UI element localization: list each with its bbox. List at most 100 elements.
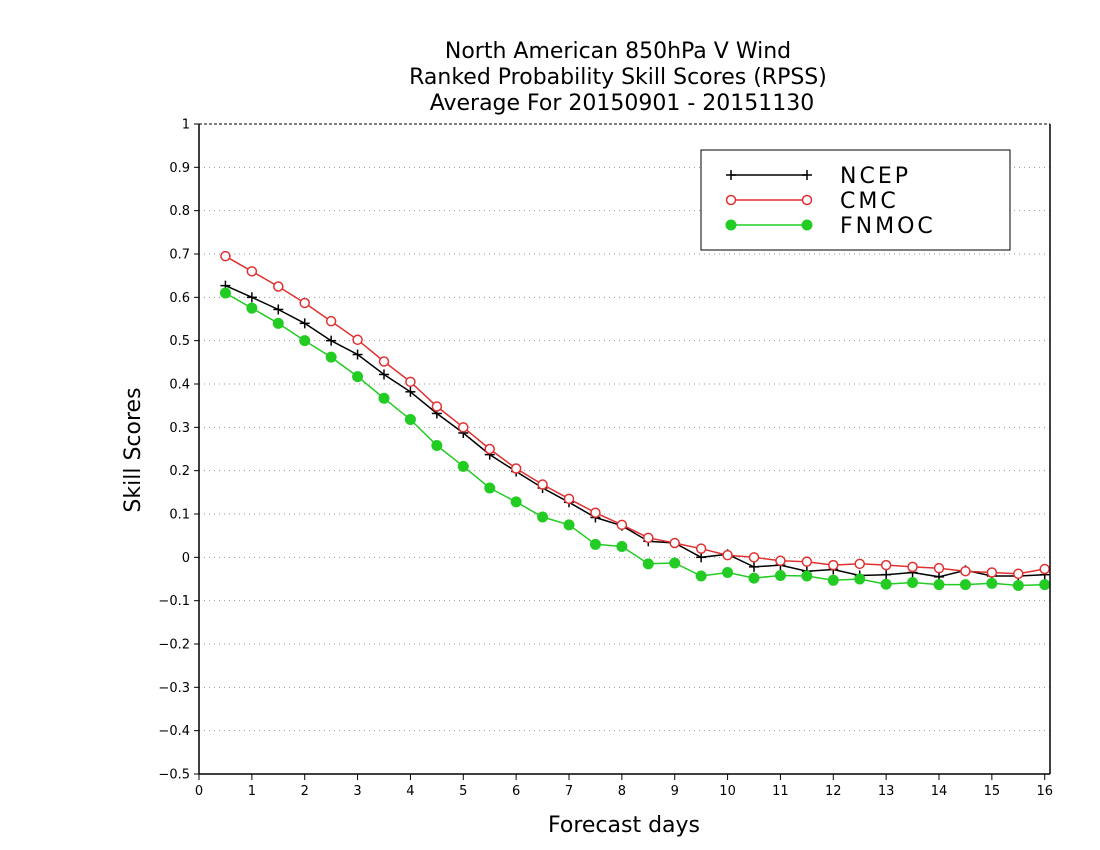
- data-point-fnmoc: [510, 496, 522, 508]
- y-tick-label: 0.8: [169, 204, 190, 219]
- data-point-cmc: [643, 532, 654, 544]
- data-point-ncep: [299, 318, 310, 329]
- data-point-fnmoc: [1039, 579, 1051, 591]
- data-point-fnmoc: [880, 578, 892, 590]
- data-point-fnmoc: [378, 392, 390, 404]
- data-point-fnmoc: [431, 440, 443, 452]
- data-point-cmc: [986, 567, 998, 578]
- legend-label-ncep: NCEP: [840, 164, 911, 189]
- legend-marker-fnmoc: [801, 219, 813, 231]
- data-point-fnmoc: [933, 579, 945, 591]
- y-tick-label: 0.7: [169, 248, 190, 263]
- y-tick-label: 0.9: [169, 161, 190, 176]
- legend-item-fnmoc: FNMOC: [725, 214, 936, 239]
- data-point-fnmoc: [457, 460, 469, 472]
- series-ncep: [220, 280, 1050, 582]
- data-point-fnmoc: [352, 371, 364, 383]
- x-tick-label: 15: [984, 784, 1001, 799]
- data-point-cmc: [537, 479, 548, 490]
- data-point-cmc: [484, 443, 495, 455]
- data-point-ncep: [246, 292, 257, 303]
- x-tick-label: 3: [353, 784, 361, 799]
- data-point-cmc: [907, 561, 918, 573]
- data-point-fnmoc: [801, 570, 813, 582]
- y-tick-label: −0.5: [158, 768, 190, 783]
- data-point-ncep: [352, 349, 363, 360]
- data-point-cmc: [616, 519, 628, 531]
- chart-title-line-3: Average For 20150901 - 20151130: [430, 91, 815, 116]
- data-point-cmc: [246, 266, 258, 277]
- axes: [194, 123, 1051, 780]
- data-point-fnmoc: [695, 570, 707, 582]
- chart-title: North American 850hPa V Wind Ranked Prob…: [409, 39, 827, 116]
- y-axis-label: Skill Scores: [121, 387, 146, 512]
- x-tick-label: 8: [618, 784, 626, 799]
- series-line-ncep: [225, 284, 1045, 578]
- data-point-cmc: [299, 297, 310, 309]
- gridlines: [199, 166, 1050, 732]
- data-point-fnmoc: [272, 317, 284, 329]
- data-point-fnmoc: [299, 335, 311, 347]
- y-tick-labels: 1 0.9 0.8 0.7 0.6 0.5 0.4 0.3 0.2 0.1 0 −0.1 −0.2 −0.…: [158, 118, 190, 783]
- data-point-fnmoc: [563, 519, 575, 531]
- data-point-fnmoc: [616, 541, 628, 552]
- data-point-cmc: [220, 250, 231, 262]
- legend-label-fnmoc: FNMOC: [840, 214, 936, 239]
- data-point-fnmoc: [1012, 580, 1024, 591]
- x-tick-label: 2: [301, 784, 309, 799]
- data-point-cmc: [510, 463, 522, 474]
- data-point-ncep: [749, 561, 759, 572]
- data-point-cmc: [960, 565, 971, 577]
- legend-marker-ncep: [802, 170, 812, 180]
- data-point-cmc: [775, 555, 786, 567]
- data-point-cmc: [590, 507, 601, 518]
- x-tick-label: 14: [931, 784, 948, 799]
- legend-marker-ncep: [726, 170, 736, 180]
- x-tick-label: 13: [878, 784, 895, 799]
- y-tick-label: 0.3: [169, 421, 190, 436]
- data-point-cmc: [933, 562, 945, 574]
- data-point-fnmoc: [219, 287, 231, 299]
- legend-item-cmc: CMC: [725, 189, 899, 214]
- data-point-cmc: [695, 543, 707, 554]
- data-point-cmc: [273, 281, 284, 292]
- data-point-fnmoc: [246, 302, 258, 314]
- data-point-fnmoc: [669, 557, 681, 569]
- data-point-cmc: [854, 558, 865, 570]
- data-point-cmc: [748, 552, 760, 563]
- x-tick-labels: 0 1 2 3 4 5 6 7 8 9 10 11 12 13 14 15 16: [195, 784, 1053, 799]
- data-point-fnmoc: [325, 351, 337, 363]
- x-tick-label: 5: [459, 784, 467, 799]
- y-tick-label: 0.1: [169, 508, 190, 523]
- data-point-cmc: [828, 559, 839, 571]
- y-tick-label: −0.2: [158, 638, 190, 653]
- series-layer: [219, 250, 1051, 591]
- data-point-ncep: [379, 369, 389, 380]
- legend-marker-cmc: [725, 194, 737, 206]
- data-point-fnmoc: [748, 572, 760, 584]
- x-tick-label: 4: [406, 784, 414, 799]
- data-point-cmc: [563, 493, 575, 505]
- legend-label-cmc: CMC: [840, 189, 899, 214]
- y-tick-label: 1: [182, 118, 190, 133]
- x-tick-label: 12: [825, 784, 842, 799]
- x-tick-label: 1: [248, 784, 256, 799]
- data-point-fnmoc: [986, 577, 998, 589]
- data-point-cmc: [458, 422, 469, 433]
- y-tick-label: 0: [182, 551, 190, 566]
- series-cmc: [220, 250, 1050, 580]
- data-point-cmc: [378, 356, 390, 367]
- x-tick-label: 16: [1036, 784, 1053, 799]
- data-point-cmc: [1039, 563, 1050, 575]
- data-point-fnmoc: [854, 573, 866, 585]
- series-line-fnmoc: [225, 292, 1045, 587]
- x-tick-label: 0: [195, 784, 203, 799]
- y-tick-label: 0.4: [169, 378, 190, 393]
- x-tick-label: 7: [565, 784, 573, 799]
- data-point-cmc: [352, 334, 363, 346]
- data-point-ncep: [405, 386, 416, 397]
- data-point-ncep: [273, 304, 284, 315]
- data-point-fnmoc: [722, 567, 734, 578]
- data-point-cmc: [669, 537, 680, 549]
